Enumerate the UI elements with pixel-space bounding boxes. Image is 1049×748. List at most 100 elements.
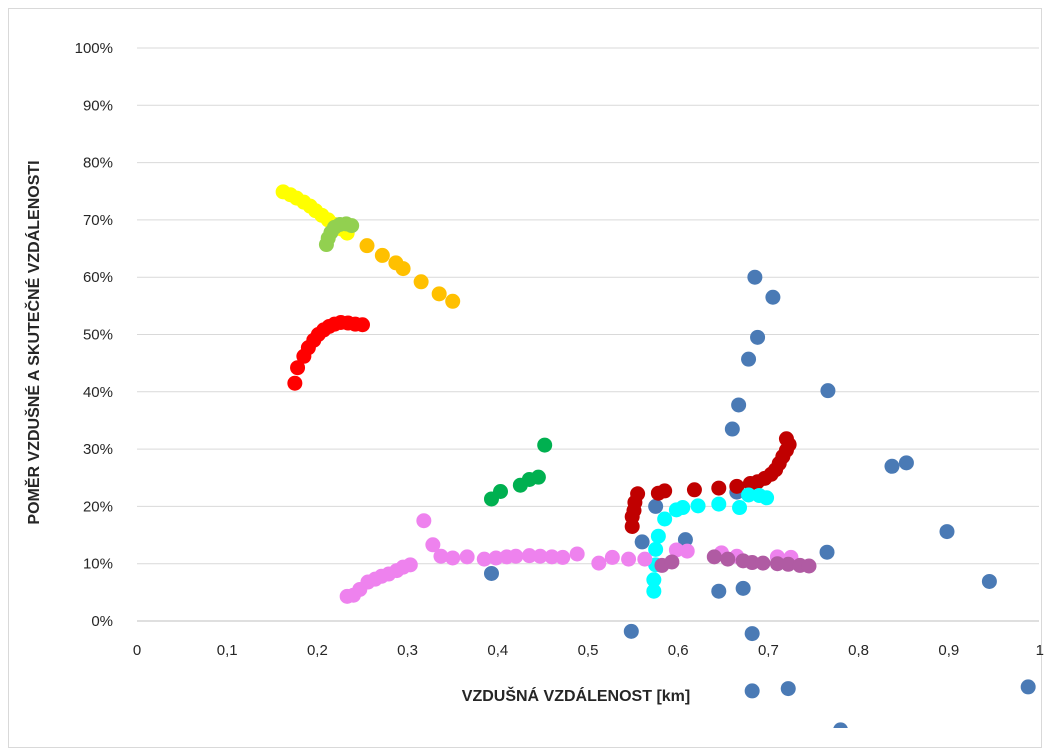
y-tick-label: 0% (91, 613, 113, 630)
data-point (711, 496, 727, 512)
data-point (744, 555, 760, 571)
data-point (413, 274, 429, 290)
data-point (720, 551, 736, 567)
data-points (275, 184, 1036, 728)
data-point (646, 583, 662, 599)
y-tick-label: 40% (83, 384, 113, 401)
data-point (657, 483, 673, 499)
gridlines (137, 47, 1039, 622)
data-point (741, 351, 757, 367)
scatter-chart: 0% 10% 20% 30% 40% 50% 60% 70% 80% 90% 100% 0 0,1 0,… (24, 40, 1044, 728)
data-point (744, 626, 760, 642)
data-point (355, 317, 370, 333)
data-point (981, 573, 997, 589)
data-point (433, 548, 449, 564)
data-point (668, 542, 684, 558)
series-1 (483, 269, 1036, 728)
data-point (939, 524, 955, 540)
data-point (623, 623, 639, 639)
data-point (778, 431, 794, 447)
data-point (898, 455, 914, 471)
data-point (819, 544, 835, 560)
x-tick-label: 0,5 (578, 642, 599, 659)
y-tick-labels: 0% 10% 20% 30% 40% 50% 60% 70% 80% 90% 100% (75, 40, 113, 630)
data-point (290, 360, 306, 376)
data-point (744, 683, 760, 699)
x-tick-label: 1 (1036, 642, 1044, 659)
x-axis-title: VZDUŠNÁ VZDÁLENOST [km] (462, 686, 690, 705)
data-point (287, 375, 303, 391)
x-tick-label: 0,2 (307, 642, 328, 659)
y-tick-label: 60% (83, 269, 113, 286)
data-point (706, 549, 722, 565)
data-point (493, 484, 509, 500)
data-point (650, 528, 666, 544)
data-point (646, 572, 662, 588)
data-point (732, 500, 748, 516)
data-point (431, 286, 447, 302)
data-point (765, 289, 781, 305)
data-point (755, 555, 771, 571)
data-point (621, 551, 637, 567)
x-tick-label: 0,1 (217, 642, 238, 659)
data-point (508, 548, 524, 564)
data-point (395, 261, 411, 277)
data-point (759, 490, 775, 506)
data-point (724, 421, 740, 437)
data-point (544, 549, 560, 565)
data-point (820, 383, 836, 399)
data-point (1020, 679, 1036, 695)
series-4 (359, 238, 461, 309)
y-tick-label: 20% (83, 498, 113, 515)
data-point (780, 681, 796, 697)
x-tick-label: 0 (133, 642, 141, 659)
data-point (747, 269, 763, 285)
data-point (359, 238, 375, 254)
x-tick-label: 0,9 (938, 642, 959, 659)
data-point (402, 557, 418, 573)
x-tick-label: 0,4 (487, 642, 508, 659)
y-tick-label: 30% (83, 441, 113, 458)
data-point (711, 480, 727, 496)
y-tick-label: 100% (75, 40, 113, 57)
data-point (532, 548, 548, 564)
data-point (679, 543, 695, 559)
data-point (769, 556, 785, 572)
data-point (801, 558, 817, 574)
series-8 (646, 487, 775, 599)
x-tick-label: 0,6 (668, 642, 689, 659)
data-point (750, 329, 766, 345)
data-point (741, 487, 757, 503)
data-point (591, 555, 607, 571)
y-tick-label: 90% (83, 97, 113, 114)
data-point (664, 554, 680, 570)
data-point (780, 556, 796, 572)
data-point (521, 548, 537, 564)
x-tick-labels: 0 0,1 0,2 0,3 0,4 0,5 0,6 0,7 0,8 0,9 1 (133, 642, 1044, 659)
data-point (445, 550, 461, 566)
data-point (476, 551, 492, 567)
data-point (648, 541, 664, 557)
y-tick-label: 10% (83, 556, 113, 573)
data-point (416, 513, 432, 529)
data-point (884, 458, 900, 474)
data-point (677, 532, 693, 548)
series-10 (654, 549, 817, 574)
data-point (569, 546, 585, 562)
data-point (459, 549, 475, 565)
data-point (537, 437, 553, 453)
data-point (637, 551, 653, 567)
data-point (657, 511, 673, 527)
data-point (731, 397, 747, 413)
data-point (604, 549, 620, 565)
data-point (735, 580, 751, 596)
series-5 (287, 314, 370, 391)
y-tick-label: 70% (83, 212, 113, 229)
data-point (344, 218, 360, 234)
data-point (648, 498, 664, 514)
series-6 (483, 437, 553, 507)
series-3 (318, 216, 360, 253)
data-point (729, 478, 745, 494)
data-point (686, 482, 702, 498)
x-tick-label: 0,3 (397, 642, 418, 659)
